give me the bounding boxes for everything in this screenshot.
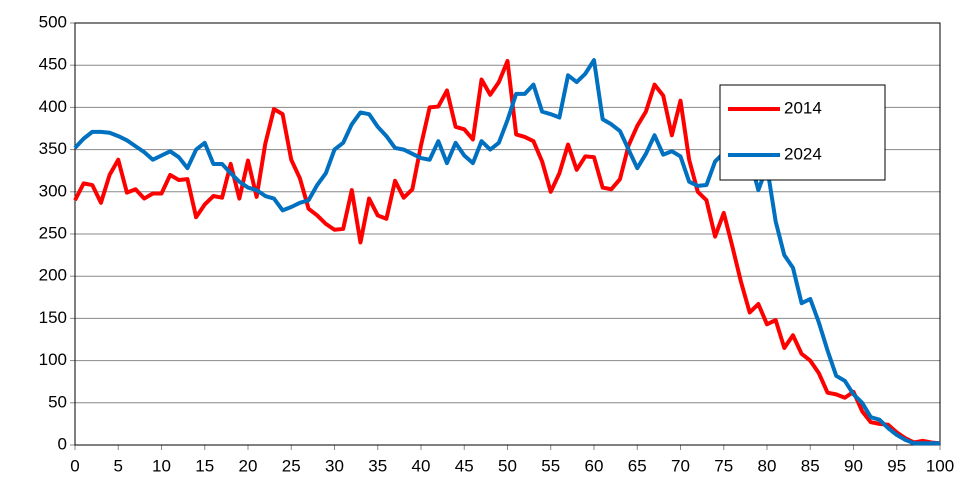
- x-tick-label: 25: [282, 456, 301, 475]
- x-tick-label: 65: [628, 456, 647, 475]
- y-tick-label: 400: [39, 97, 67, 116]
- x-tick-label: 10: [152, 456, 171, 475]
- line-series: [73, 58, 941, 446]
- legend-label: 2024: [784, 144, 822, 163]
- y-tick-label: 300: [39, 181, 67, 200]
- plot-border: [74, 22, 941, 446]
- y-tick-label: 450: [39, 55, 67, 74]
- x-tick-label: 55: [541, 456, 560, 475]
- x-tick-label: 70: [671, 456, 690, 475]
- x-tick-label: 15: [195, 456, 214, 475]
- x-tick-label: 75: [714, 456, 733, 475]
- legend-box: [719, 84, 886, 181]
- y-tick-label: 150: [39, 308, 67, 327]
- line-series: [73, 58, 940, 446]
- y-tick-label: 200: [39, 266, 67, 285]
- x-tick-label: 45: [455, 456, 474, 475]
- x-tick-label: 60: [585, 456, 604, 475]
- y-tick-label: 500: [39, 12, 67, 31]
- x-tick-label: 0: [70, 456, 79, 475]
- y-tick-label: 350: [39, 139, 67, 158]
- x-tick-label: 80: [758, 456, 777, 475]
- x-tick-label: 35: [368, 456, 387, 475]
- x-tick-label: 100: [926, 456, 954, 475]
- x-tick-label: 50: [498, 456, 517, 475]
- x-tick-label: 30: [325, 456, 344, 475]
- y-tick-label: 100: [39, 350, 67, 369]
- legend-label: 2014: [784, 98, 822, 117]
- y-tick-label: 250: [39, 223, 67, 242]
- x-tick-label: 95: [887, 456, 906, 475]
- y-tick-label: 0: [58, 434, 67, 453]
- x-tick-label: 40: [412, 456, 431, 475]
- x-tick-label: 85: [801, 456, 820, 475]
- x-tick-label: 90: [844, 456, 863, 475]
- x-tick-label: 20: [239, 456, 258, 475]
- x-tick-label: 5: [114, 456, 123, 475]
- y-tick-label: 50: [48, 392, 67, 411]
